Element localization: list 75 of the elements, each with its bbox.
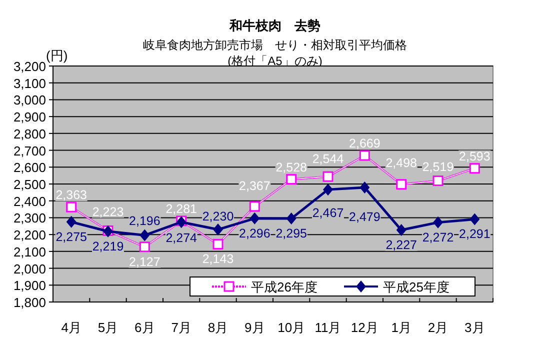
data-label: 2,528 <box>276 160 308 174</box>
point <box>139 242 150 252</box>
point <box>249 201 260 212</box>
point <box>359 150 370 161</box>
data-label: 2,219 <box>92 239 124 254</box>
legend-label: 平成25年度 <box>383 280 450 294</box>
y-tick-label: 1,800 <box>13 295 46 310</box>
x-tick-label: 12月 <box>350 320 378 335</box>
data-label: 2,467 <box>312 206 344 220</box>
data-label: 2,544 <box>312 152 344 166</box>
data-label: 2,498 <box>386 156 418 170</box>
data-label: 2,230 <box>202 209 234 224</box>
point <box>250 212 260 224</box>
x-tick-label: 5月 <box>98 320 118 335</box>
y-tick-label: 3,000 <box>13 92 46 108</box>
point <box>360 182 370 194</box>
x-tick-label: 8月 <box>208 320 228 335</box>
y-tick-label: 2,500 <box>13 177 46 192</box>
x-tick-label: 10月 <box>278 320 306 335</box>
point <box>396 179 407 190</box>
point <box>213 224 223 236</box>
y-axis-title: (円) <box>46 48 68 63</box>
data-label: 2,196 <box>129 214 160 228</box>
data-label: 2,519 <box>422 160 454 174</box>
point <box>66 216 76 228</box>
point <box>433 216 443 228</box>
point <box>470 213 480 226</box>
y-tick-label: 2,200 <box>13 228 46 243</box>
chart-title: 和牛枝肉 去勢 <box>228 18 320 33</box>
data-label: 2,127 <box>129 254 160 269</box>
point <box>212 238 224 250</box>
point <box>322 171 334 182</box>
y-tick-label: 2,700 <box>13 143 46 158</box>
data-label: 2,367 <box>239 178 270 193</box>
point <box>323 184 333 196</box>
y-tick-label: 2,800 <box>13 126 46 142</box>
y-tick-label: 2,100 <box>13 244 46 260</box>
x-tick-label: 2月 <box>428 320 448 335</box>
x-tick-label: 4月 <box>61 320 82 335</box>
data-label: 2,669 <box>349 136 380 151</box>
y-tick-label: 2,400 <box>13 194 46 209</box>
data-label: 2,275 <box>56 230 88 244</box>
y-tick-label: 1,900 <box>13 278 46 294</box>
legend-label: 平成26年度 <box>251 280 318 294</box>
data-label: 2,272 <box>422 230 454 244</box>
point <box>432 176 444 186</box>
data-label: 2,143 <box>202 252 234 266</box>
data-label: 2,479 <box>349 210 380 224</box>
x-tick-label: 7月 <box>171 320 192 335</box>
x-tick-label: 11月 <box>314 320 342 335</box>
data-label: 2,593 <box>459 149 490 164</box>
data-label: 2,291 <box>459 227 490 242</box>
y-tick-label: 2,300 <box>13 210 46 226</box>
point <box>286 212 296 225</box>
y-tick-label: 2,000 <box>13 261 46 276</box>
data-label: 2,223 <box>92 204 124 219</box>
point <box>66 202 77 212</box>
y-tick-label: 3,200 <box>13 59 46 74</box>
point <box>286 174 297 185</box>
point <box>469 163 480 174</box>
y-tick-label: 2,600 <box>13 160 46 176</box>
data-label: 2,274 <box>166 231 198 246</box>
data-label: 2,363 <box>56 188 88 202</box>
data-label: 2,296 <box>239 226 270 241</box>
x-tick-label: 1月 <box>391 320 412 335</box>
point <box>140 229 150 242</box>
x-tick-label: 3月 <box>464 320 485 335</box>
x-tick-label: 6月 <box>134 320 155 335</box>
y-tick-label: 3,100 <box>13 76 46 91</box>
data-label: 2,227 <box>386 238 418 252</box>
data-label: 2,295 <box>276 226 308 241</box>
data-label: 2,281 <box>166 202 198 216</box>
y-tick-label: 2,900 <box>13 110 46 125</box>
x-tick-label: 9月 <box>244 320 265 335</box>
point <box>396 224 406 236</box>
